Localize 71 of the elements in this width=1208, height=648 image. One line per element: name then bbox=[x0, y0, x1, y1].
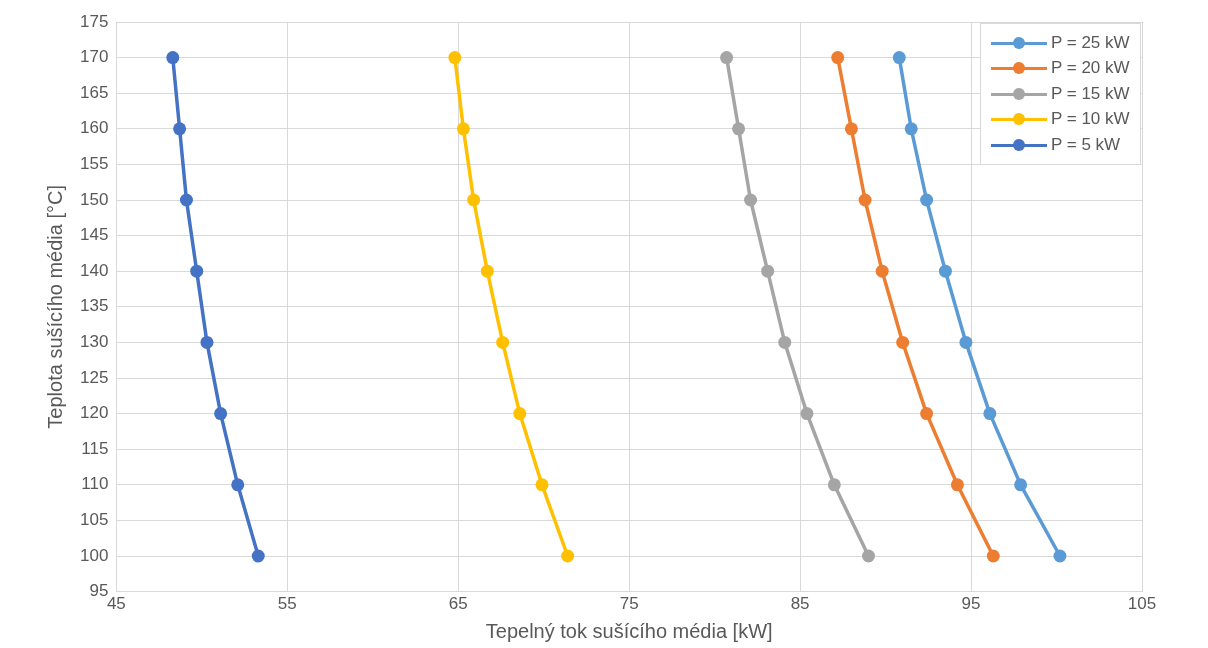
y-tick-label: 100 bbox=[79, 545, 109, 565]
point bbox=[251, 549, 265, 563]
point bbox=[1053, 549, 1067, 563]
point bbox=[166, 51, 180, 65]
y-tick-label: 95 bbox=[89, 581, 109, 601]
point bbox=[480, 264, 494, 278]
point bbox=[875, 264, 889, 278]
point bbox=[959, 335, 973, 349]
y-tick-label: 160 bbox=[79, 118, 109, 138]
point bbox=[179, 193, 193, 207]
legend-label: P = 15 kW bbox=[1051, 83, 1130, 104]
y-tick-label: 140 bbox=[79, 260, 109, 280]
point bbox=[561, 549, 575, 563]
point bbox=[214, 407, 228, 421]
point bbox=[720, 51, 734, 65]
x-axis-title: Tepelný tok sušícího média [kW] bbox=[485, 619, 773, 642]
y-tick-label: 155 bbox=[79, 154, 109, 174]
point bbox=[938, 264, 952, 278]
y-tick-label: 175 bbox=[79, 11, 109, 31]
point bbox=[858, 193, 872, 207]
point bbox=[732, 122, 746, 136]
point bbox=[831, 51, 845, 65]
y-tick-label: 135 bbox=[79, 296, 109, 316]
x-tick-label: 65 bbox=[448, 594, 468, 614]
point bbox=[190, 264, 204, 278]
point bbox=[535, 478, 549, 492]
y-tick-label: 105 bbox=[79, 510, 109, 530]
x-tick-label: 105 bbox=[1127, 594, 1157, 614]
point bbox=[950, 478, 964, 492]
point bbox=[892, 51, 906, 65]
point bbox=[920, 193, 934, 207]
y-tick-label: 150 bbox=[79, 189, 109, 209]
point bbox=[513, 407, 527, 421]
x-tick-label: 55 bbox=[277, 594, 297, 614]
point bbox=[456, 122, 470, 136]
point bbox=[986, 549, 1000, 563]
x-tick-label: 45 bbox=[106, 594, 126, 614]
point bbox=[173, 122, 187, 136]
legend-label: P = 5 kW bbox=[1051, 134, 1121, 155]
y-tick-label: 120 bbox=[79, 403, 109, 423]
legend-label: P = 20 kW bbox=[1051, 58, 1130, 79]
y-tick-label: 165 bbox=[79, 82, 109, 102]
point bbox=[844, 122, 858, 136]
point bbox=[448, 51, 462, 65]
y-tick-label: 110 bbox=[81, 474, 109, 494]
point bbox=[920, 407, 934, 421]
legend-label: P = 25 kW bbox=[1051, 32, 1130, 53]
point bbox=[827, 478, 841, 492]
point bbox=[862, 549, 875, 563]
point bbox=[231, 478, 245, 492]
point bbox=[1014, 478, 1028, 492]
point bbox=[904, 122, 918, 136]
point bbox=[778, 335, 792, 349]
x-tick-label: 85 bbox=[790, 594, 810, 614]
y-tick-label: 130 bbox=[79, 332, 109, 352]
point bbox=[496, 335, 510, 349]
y-tick-label: 170 bbox=[79, 47, 109, 67]
point bbox=[761, 264, 775, 278]
point bbox=[200, 335, 214, 349]
legend-label: P = 10 kW bbox=[1051, 109, 1130, 130]
y-tick-label: 115 bbox=[81, 438, 109, 458]
point bbox=[983, 407, 997, 421]
point bbox=[800, 407, 814, 421]
point bbox=[896, 335, 910, 349]
y-tick-label: 125 bbox=[79, 367, 109, 387]
point bbox=[744, 193, 758, 207]
x-tick-label: 95 bbox=[961, 594, 981, 614]
x-tick-label: 75 bbox=[619, 594, 639, 614]
y-axis-title: Teplota sušícího média [°C] bbox=[43, 184, 66, 429]
point bbox=[467, 193, 481, 207]
y-tick-label: 145 bbox=[79, 225, 109, 245]
